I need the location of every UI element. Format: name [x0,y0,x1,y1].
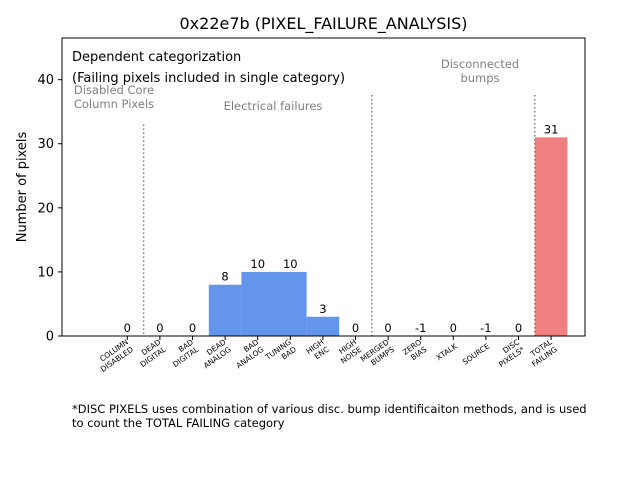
group-label-electrical: Electrical failures [224,99,323,113]
data-label: 0 [189,321,196,335]
data-labels-group: 0 0 0 8 10 10 3 0 0 -1 0 -1 0 31 [124,122,559,335]
data-label: 3 [319,302,326,316]
data-label: 0 [352,321,359,335]
data-label: 0 [450,321,457,335]
x-tick-label: TUNINGBAD [263,337,298,369]
annotations-group: Dependent categorization (Failing pixels… [72,50,519,113]
x-tick-label: DEADDIGITAL [133,337,168,369]
data-label: 31 [544,122,559,136]
separators-group [142,95,536,336]
group-label-disconnected: Disconnected bumps [441,57,519,85]
y-tick-label: 0 [46,330,54,345]
x-tick-label: HIGHENC [304,337,330,363]
bar [534,137,568,336]
heading-line-1: Dependent categorization [72,50,241,65]
chart-title: 0x22e7b (PIXEL_FAILURE_ANALYSIS) [179,14,467,34]
bar [208,284,242,336]
x-tick-label: TOTALFAILING [525,337,560,369]
bar [306,316,340,336]
axes-group [61,37,586,337]
heading-line-2: (Failing pixels included in single categ… [72,71,345,86]
x-tick-label: ZEROBIAS [401,337,429,364]
bar [274,271,307,336]
x-tick-label: MERGEDBUMPS [359,337,396,371]
group-label-disabled: Disabled Core Column Pixels [74,83,154,111]
bars-group [208,137,568,336]
x-tick-label: BADANALOG [229,337,265,370]
y-tick-labels-group: 0 10 20 30 40 [37,73,62,345]
data-label: 10 [283,257,298,271]
y-tick-label: 40 [37,73,54,88]
y-tick-label: 20 [37,201,54,216]
x-tick-label: DISCPIXELS* [492,337,527,369]
axes-frame [61,37,586,337]
bar [241,271,274,336]
footnote: *DISC PIXELS uses combination of various… [72,402,587,430]
data-label: 10 [250,257,265,271]
x-tick-label: COLUMNDISABLED [94,337,136,374]
data-label: -1 [415,321,426,335]
y-tick-label: 10 [37,265,54,280]
x-tick-label: HIGHNOISE [334,337,364,365]
y-tick-label: 30 [37,137,54,152]
data-label: 8 [221,270,228,284]
data-label: 0 [384,321,391,335]
data-label: 0 [156,321,163,335]
x-tick-label: BADDIGITAL [166,337,201,369]
data-label: -1 [480,321,491,335]
x-tick-labels-group: COLUMNDISABLED DEADDIGITAL BADDIGITAL DEADA… [94,336,560,374]
data-label: 0 [124,321,131,335]
x-tick-label: DEADANALOG [197,337,233,370]
y-axis-label: Number of pixels [15,131,30,242]
x-tick-label: XTALK [435,341,460,362]
x-tick-label: SOURCE [461,341,492,366]
data-label: 0 [515,321,522,335]
